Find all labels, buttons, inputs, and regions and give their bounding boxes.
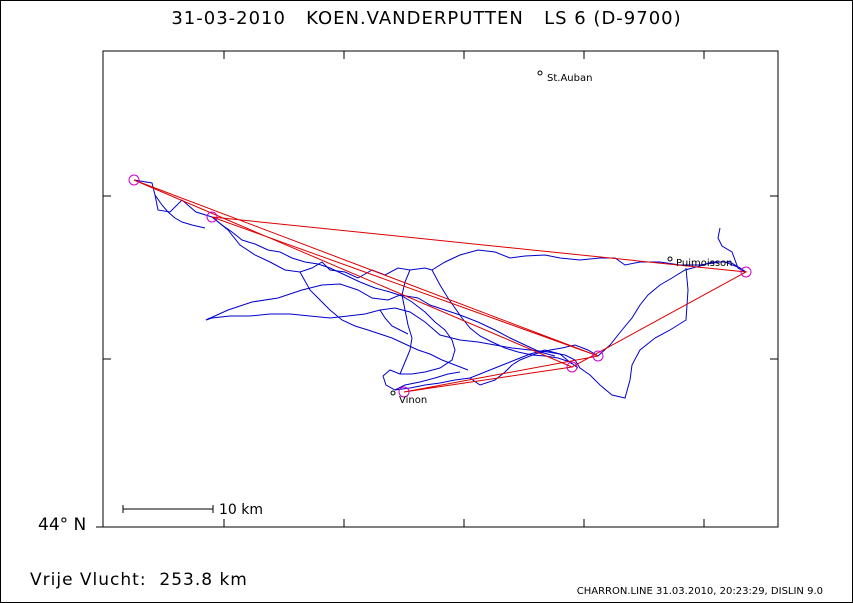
turnpoints: [128, 174, 752, 398]
town-marker-vinon: [390, 390, 396, 396]
task-route: [133, 179, 748, 393]
turnpoint-marker: [566, 361, 578, 373]
town-marker-puimoisson: [667, 256, 673, 262]
map-border: [102, 50, 779, 528]
turnpoint-marker: [398, 386, 410, 398]
town-label-vinon: Vinon: [399, 395, 427, 406]
distance-label: Vrije Vlucht:: [30, 570, 147, 590]
scale-bar: [122, 505, 214, 513]
town-label-st-auban: St.Auban: [547, 73, 592, 84]
town-marker-st-auban: [537, 70, 543, 76]
turnpoint-marker: [206, 211, 218, 223]
pilot-name: KOEN.VANDERPUTTEN: [306, 8, 524, 29]
distance-summary: Vrije Vlucht: 253.8 km: [30, 570, 248, 590]
town-markers: [390, 70, 673, 396]
flight-track: [133, 179, 747, 399]
flight-date: 31-03-2010: [171, 8, 286, 29]
town-label-puimoisson: Puimoisson: [676, 258, 732, 269]
footer-info: CHARRON.LINE 31.03.2010, 20:23:29, DISLI…: [576, 586, 823, 597]
scale-bar-label: 10 km: [219, 502, 263, 518]
turnpoint-marker: [592, 350, 604, 362]
glider-name: LS 6 (D-9700): [544, 8, 682, 29]
latitude-label: 44° N: [38, 515, 87, 535]
turnpoint-marker: [740, 266, 752, 278]
turnpoint-marker: [128, 174, 140, 186]
page-title: 31-03-2010 KOEN.VANDERPUTTEN LS 6 (D-970…: [0, 8, 853, 29]
distance-value: 253.8 km: [159, 570, 248, 590]
axis-ticks: [96, 51, 778, 528]
